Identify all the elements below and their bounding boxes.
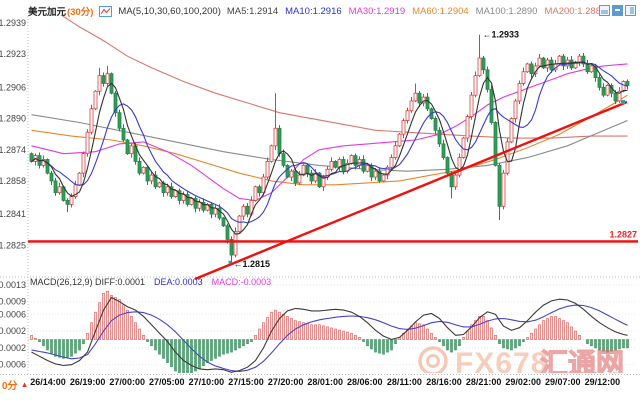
high-annotation: ←1.2933: [483, 30, 520, 40]
hline-price-label: 1.2827: [609, 229, 637, 239]
ma-value: MA200:1.2881: [544, 5, 607, 17]
watermark-fx678: FX678: [455, 347, 548, 380]
support-hline[interactable]: [28, 240, 638, 243]
price-axis-label: 1.2858: [0, 176, 26, 186]
macd-axis-label: 0.0002: [0, 326, 26, 336]
time-axis-label: 28/16:00: [426, 377, 462, 387]
price-axis-label: 1.2923: [0, 49, 26, 59]
price-axis-label: 1.2874: [0, 145, 26, 155]
price-axis-label: 1.2825: [0, 240, 26, 250]
ma-value: MA30:1.2919: [348, 5, 406, 17]
candles-layer: [29, 34, 630, 265]
diff-line: [31, 296, 628, 373]
time-axis-label: 28/11:00: [387, 377, 422, 387]
low-annotation-handle[interactable]: [228, 260, 232, 264]
ma30-line: [31, 63, 628, 202]
time-axis-label: 29/07:00: [545, 377, 581, 387]
ma-value: MA10:1.2916: [285, 5, 342, 17]
price-axis-label: 1.2906: [0, 82, 26, 92]
macd-axis-label: 0.0013: [0, 280, 26, 290]
time-axis-label: 28/06:00: [347, 377, 383, 387]
dea-line: [31, 304, 628, 372]
ma-value: MA100:1.2890: [475, 5, 538, 17]
macd-axis-label: 0.0009: [0, 297, 26, 307]
trendline[interactable]: [194, 100, 628, 281]
ma-value: MA60:1.2904: [412, 5, 469, 17]
macd-axis-label: 0.0006: [0, 309, 26, 319]
macd-axis-label: -0.0002: [0, 343, 26, 353]
time-axis-label: 27/10:00: [189, 377, 225, 387]
low-annotation: ←1.2815: [234, 259, 271, 269]
macd-header: MACD(26,12,9) DIFF:0.0001 DEA:0.0003 MACD:…: [30, 277, 271, 287]
price-axis: 1.2939 1.2923 1.2906 1.2890 1.2874 1.2858 1.28…: [0, 18, 26, 250]
ma-settings-label: MA(5,10,30,60,100,200): [118, 5, 221, 17]
macd-header-part: MACD:-0.0003: [211, 277, 272, 287]
time-axis-label: 27/15:00: [228, 377, 264, 387]
time-axis: 26/14:00 26/19:00 27/00:00 27/05:00 27/10:00…: [30, 377, 620, 387]
macd-header-part: MACD(26,12,9) DIFF:0.0001: [30, 277, 146, 287]
up-arrow-icon: ▲: [20, 380, 29, 389]
time-axis-label: 27/05:00: [149, 377, 185, 387]
macd-axis-label: -0.0006: [0, 360, 26, 370]
watermark-huitong: 汇通网: [540, 348, 624, 379]
time-axis-label: 27/00:00: [109, 377, 145, 387]
timeframe-label: (30分): [67, 7, 94, 18]
chart-type-icon[interactable]: [99, 5, 113, 17]
time-axis-label: 27/20:00: [268, 377, 304, 387]
time-axis-label: 28/21:00: [466, 377, 502, 387]
time-axis-label: 26/19:00: [70, 377, 106, 387]
time-axis-label: 29/12:00: [585, 377, 621, 387]
ma-value: MA5:1.2914: [226, 5, 279, 17]
price-axis-label: 1.2841: [0, 209, 26, 219]
layout-bottom-panel-icon[interactable]: [599, 5, 610, 16]
price-axis-label: 1.2939: [0, 18, 26, 28]
trendline-handle[interactable]: [621, 100, 625, 104]
ma-value-list: MA5:1.2914 MA10:1.2916 MA30:1.2919 MA60:1.2…: [227, 6, 607, 17]
macd-axis: 0.0013 0.0009 0.0006 0.0002 -0.0002 -0.0006: [0, 280, 26, 370]
price-panel: [29, 15, 630, 265]
symbol-title: 美元加元: [28, 7, 67, 18]
time-axis-label: 29/02:00: [505, 377, 541, 387]
main-chart-header: 美元加元 (30分) MA(5,10,30,60,100,200) MA5:1.…: [28, 5, 607, 18]
window-controls: [599, 5, 636, 16]
price-axis-label: 1.2890: [0, 114, 26, 124]
time-axis-label: 28/01:00: [307, 377, 343, 387]
layout-full-chart-icon[interactable]: [612, 5, 623, 16]
ma60-line: [31, 94, 628, 186]
ma200-line: [60, 15, 628, 139]
macd-header-part: DEA:0.0003: [154, 277, 203, 287]
period-corner-text: 0分: [2, 381, 18, 392]
layout-side-panel-icon[interactable]: [625, 5, 636, 16]
ma5-line: [31, 61, 628, 235]
time-axis-label: 26/14:00: [30, 377, 66, 387]
period-corner-label[interactable]: 0分 ▲: [2, 377, 28, 392]
